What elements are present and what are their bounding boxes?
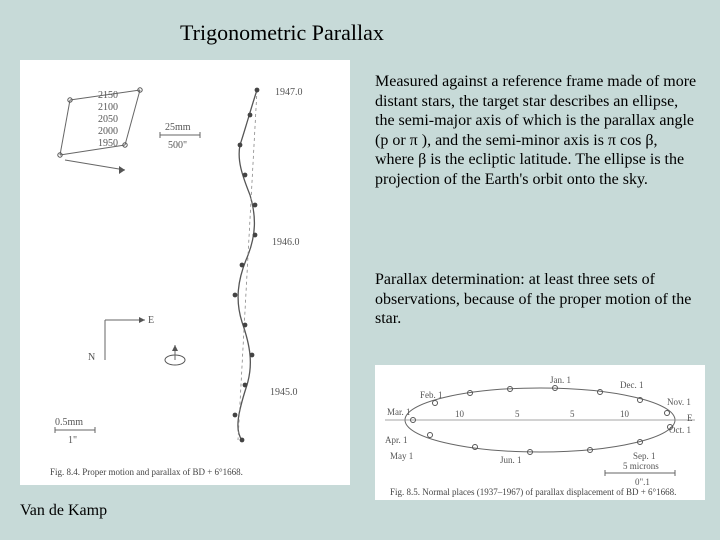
date-1946: 1946.0 (272, 237, 300, 248)
svg-text:5 microns: 5 microns (623, 461, 659, 471)
figure-ellipse: Feb. 1 Jan. 1 Dec. 1 Mar. 1 Nov. 1 Apr. … (375, 365, 705, 500)
svg-text:500": 500" (168, 140, 187, 151)
svg-text:2100: 2100 (98, 102, 118, 113)
svg-text:0.5mm: 0.5mm (55, 417, 83, 428)
svg-text:1950: 1950 (98, 138, 118, 149)
svg-text:N: N (88, 352, 95, 363)
svg-text:Feb. 1: Feb. 1 (420, 390, 443, 400)
figure-proper-motion: 2150 2100 2050 2000 1950 25mm 500" (20, 60, 350, 485)
parallax-track (233, 88, 260, 443)
svg-text:Nov. 1: Nov. 1 (667, 397, 691, 407)
svg-text:10: 10 (455, 409, 465, 419)
scale-top: 25mm 500" (160, 122, 200, 151)
svg-text:2150: 2150 (98, 90, 118, 101)
svg-text:10: 10 (620, 409, 630, 419)
svg-text:0".1: 0".1 (635, 477, 650, 487)
scale-microns: 5 microns 0".1 (605, 461, 675, 487)
page-title: Trigonometric Parallax (180, 20, 384, 46)
svg-text:Oct. 1: Oct. 1 (669, 425, 691, 435)
svg-text:25mm: 25mm (165, 122, 191, 133)
figure-left-caption: Fig. 8.4. Proper motion and parallax of … (50, 467, 243, 477)
svg-text:Apr. 1: Apr. 1 (385, 435, 408, 445)
svg-text:Mar. 1: Mar. 1 (387, 407, 411, 417)
svg-text:Dec. 1: Dec. 1 (620, 380, 644, 390)
svg-text:5: 5 (515, 409, 520, 419)
date-1945: 1945.0 (270, 387, 298, 398)
attribution: Van de Kamp (20, 502, 107, 520)
svg-text:5: 5 (570, 409, 575, 419)
svg-text:May 1: May 1 (390, 451, 413, 461)
compass: N E (88, 315, 185, 365)
year-labels: 2150 2100 2050 2000 1950 (98, 90, 118, 149)
svg-text:E: E (687, 413, 693, 423)
svg-text:Jun. 1: Jun. 1 (500, 455, 522, 465)
svg-text:E: E (148, 315, 154, 326)
svg-text:Jan. 1: Jan. 1 (550, 375, 571, 385)
svg-text:1": 1" (68, 435, 77, 446)
svg-text:2000: 2000 (98, 126, 118, 137)
svg-text:Sep. 1: Sep. 1 (633, 451, 656, 461)
figure-right-caption: Fig. 8.5. Normal places (1937–1967) of p… (390, 487, 676, 497)
axis-numbers: 10 5 5 10 E (455, 409, 693, 423)
svg-text:2050: 2050 (98, 114, 118, 125)
date-1947: 1947.0 (275, 87, 303, 98)
paragraph-determination: Parallax determination: at least three s… (375, 270, 700, 329)
scale-bottom: 0.5mm 1" (55, 417, 95, 446)
paragraph-description: Measured against a reference frame made … (375, 72, 700, 189)
